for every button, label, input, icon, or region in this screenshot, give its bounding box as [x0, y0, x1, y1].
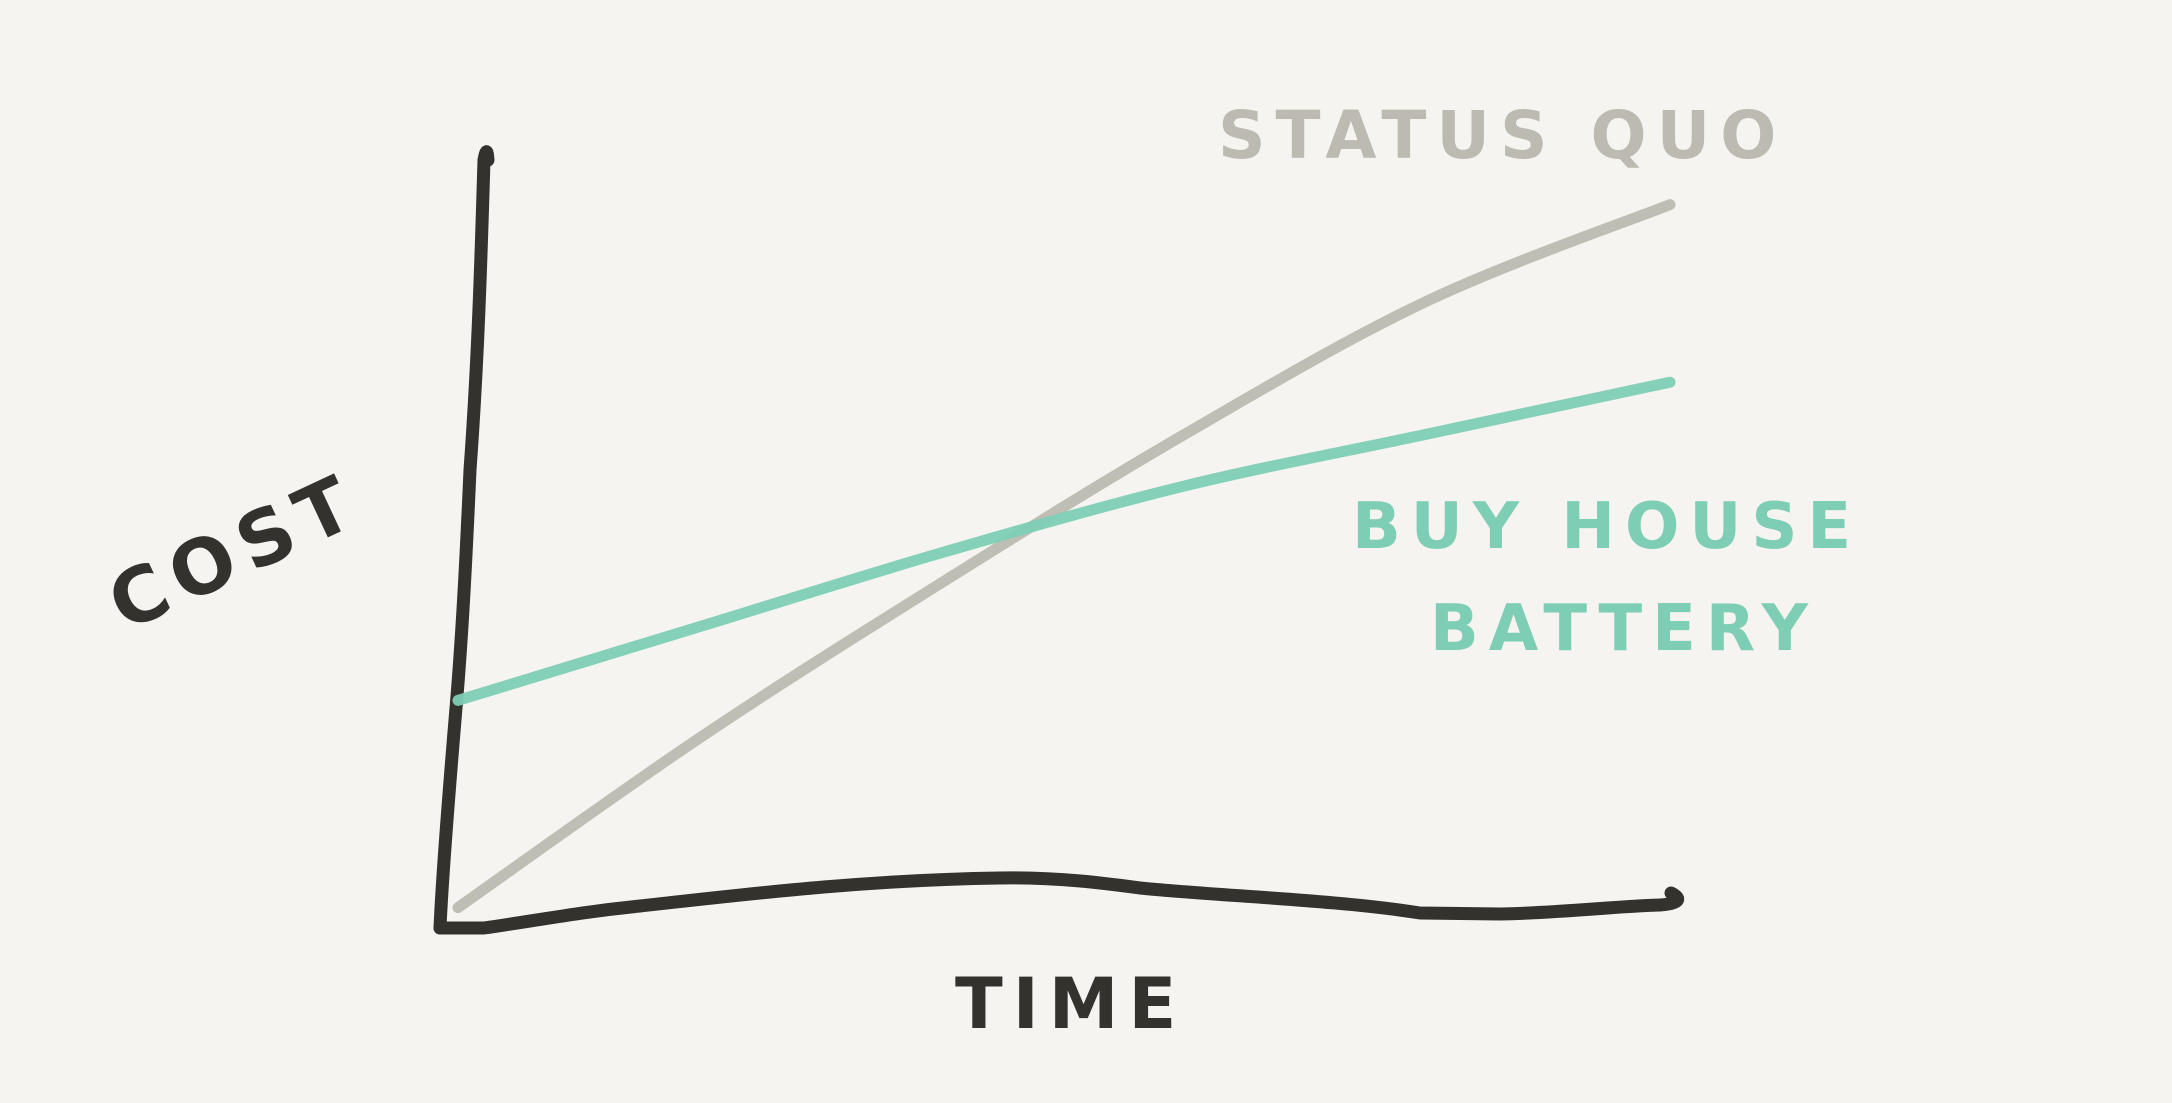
y-axis	[433, 145, 495, 935]
label-layer: STATUS QUO BUY HOUSE BATTERY TIME COST	[95, 97, 1861, 1045]
y-axis-label: COST	[95, 455, 375, 648]
series-line-buy-house-battery	[452, 376, 1676, 706]
series-layer	[452, 199, 1676, 914]
series-label-buy-house-battery-line1: BUY HOUSE	[1352, 490, 1861, 564]
x-axis-label: TIME	[955, 963, 1186, 1045]
x-axis	[433, 871, 1685, 935]
axes	[433, 145, 1685, 935]
series-label-status-quo: STATUS QUO	[1218, 97, 1786, 174]
series-label-buy-house-battery-line2: BATTERY	[1430, 592, 1818, 666]
series-line-status-quo	[452, 199, 1676, 914]
